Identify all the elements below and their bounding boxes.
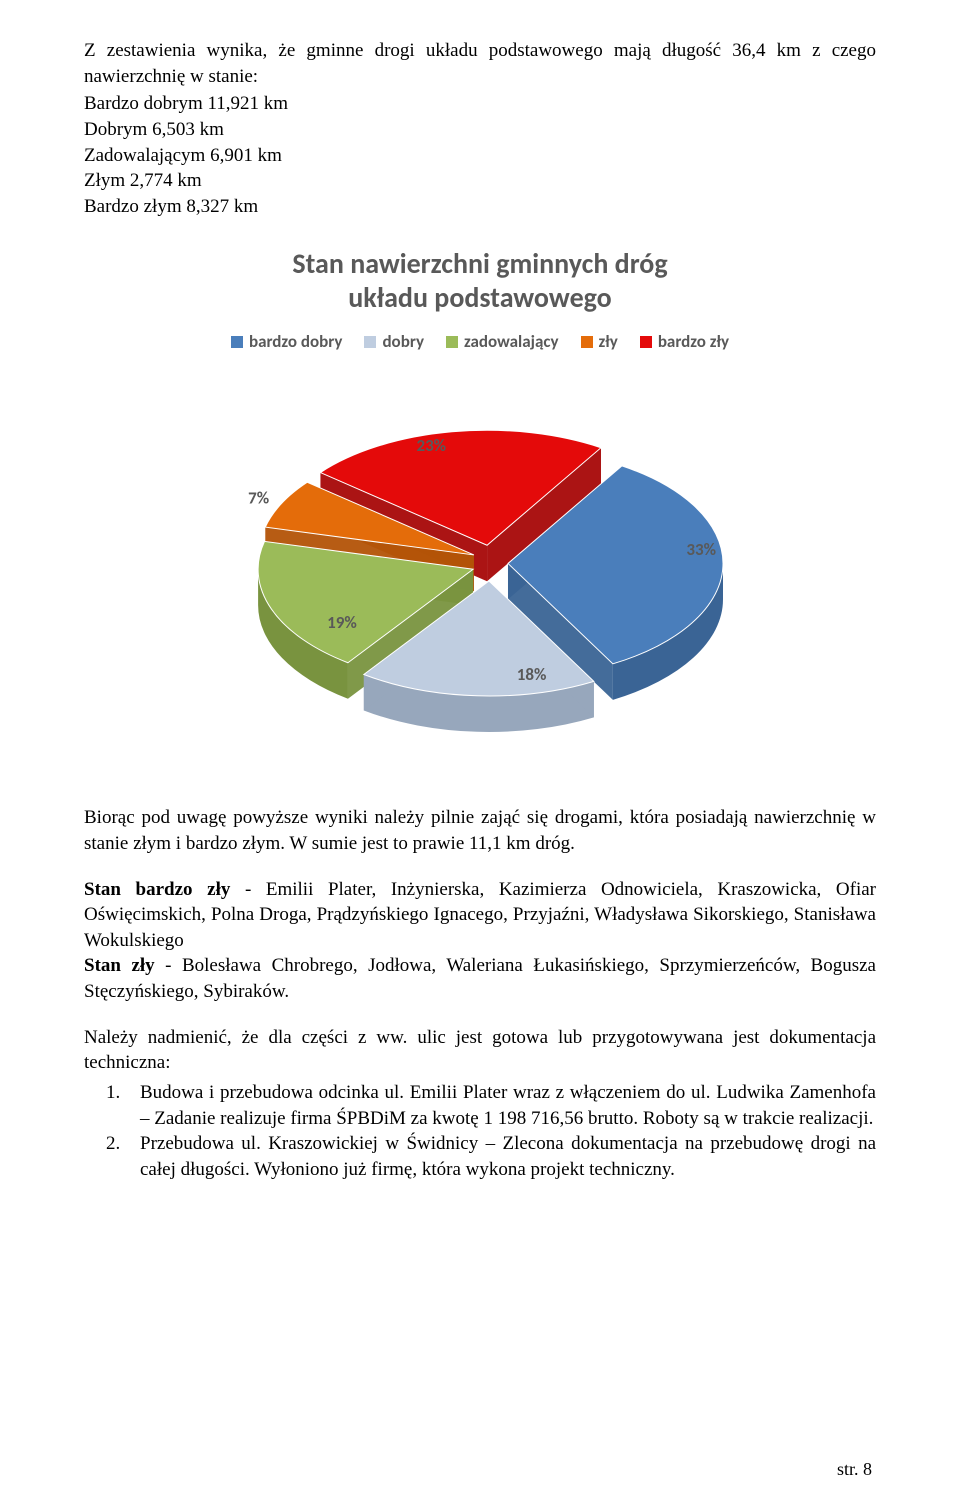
- legend-swatch: [640, 336, 652, 348]
- state-item: Złym 2,774 km: [84, 168, 876, 194]
- numbered-list: 1. Budowa i przebudowa odcinka ul. Emili…: [84, 1080, 876, 1183]
- svg-text:18%: 18%: [517, 664, 547, 685]
- svg-text:23%: 23%: [416, 435, 446, 456]
- pie-svg: 33% 18% 19% 7% 23%: [160, 368, 800, 768]
- intro-paragraph: Z zestawienia wynika, że gminne drogi uk…: [84, 38, 876, 89]
- svg-text:33%: 33%: [686, 539, 716, 560]
- list-item: 2. Przebudowa ul. Kraszowickiej w Świdni…: [84, 1131, 876, 1182]
- legend-swatch: [364, 336, 376, 348]
- chart-title-line1: Stan nawierzchni gminnych dróg: [84, 247, 876, 281]
- legend-label: zadowalający: [464, 331, 559, 354]
- list-number: 1.: [84, 1080, 128, 1131]
- chart-title-line2: układu podstawowego: [84, 281, 876, 315]
- state-item: Dobrym 6,503 km: [84, 117, 876, 143]
- legend-item: dobry: [364, 331, 424, 354]
- state-item: Zadowalającym 6,901 km: [84, 143, 876, 169]
- legend-item: bardzo dobry: [231, 331, 342, 354]
- stan-z-label: Stan zły: [84, 955, 155, 976]
- list-item: 1. Budowa i przebudowa odcinka ul. Emili…: [84, 1080, 876, 1131]
- legend-label: bardzo dobry: [249, 331, 342, 354]
- legend-label: bardzo zły: [658, 331, 729, 354]
- stan-bardzo-zly: Stan bardzo zły - Emilii Plater, Inżynie…: [84, 877, 876, 1005]
- legend-item: zadowalający: [446, 331, 559, 354]
- list-text: Budowa i przebudowa odcinka ul. Emilii P…: [140, 1080, 876, 1131]
- pie-chart: Stan nawierzchni gminnych dróg układu po…: [84, 247, 876, 775]
- chart-legend: bardzo dobry dobry zadowalający zły bard…: [84, 331, 876, 354]
- legend-label: zły: [599, 331, 618, 354]
- legend-item: zły: [581, 331, 618, 354]
- legend-item: bardzo zły: [640, 331, 729, 354]
- state-item: Bardzo złym 8,327 km: [84, 194, 876, 220]
- svg-text:19%: 19%: [327, 611, 357, 632]
- legend-swatch: [446, 336, 458, 348]
- state-item: Bardzo dobrym 11,921 km: [84, 91, 876, 117]
- legend-swatch: [231, 336, 243, 348]
- list-number: 2.: [84, 1131, 128, 1182]
- note-paragraph: Należy nadmienić, że dla części z ww. ul…: [84, 1025, 876, 1076]
- page-number: str. 8: [837, 1457, 872, 1481]
- list-text: Przebudowa ul. Kraszowickiej w Świdnicy …: [140, 1131, 876, 1182]
- legend-label: dobry: [382, 331, 424, 354]
- stan-bz-label: Stan bardzo zły: [84, 879, 230, 900]
- legend-swatch: [581, 336, 593, 348]
- after-chart-paragraph: Biorąc pod uwagę powyższe wyniki należy …: [84, 805, 876, 856]
- svg-text:7%: 7%: [248, 487, 269, 508]
- state-list: Bardzo dobrym 11,921 km Dobrym 6,503 km …: [84, 91, 876, 219]
- stan-z-text: - Bolesława Chrobrego, Jodłowa, Walerian…: [84, 955, 876, 1002]
